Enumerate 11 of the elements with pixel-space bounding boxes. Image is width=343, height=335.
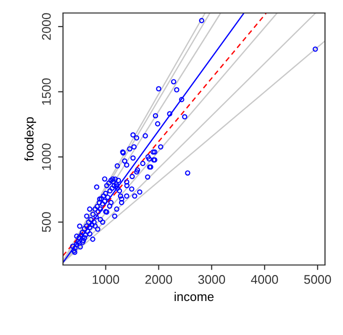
- y-tick-label: 500: [42, 212, 51, 232]
- y-axis-title: foodexp: [24, 117, 36, 162]
- x-tick-label: 2000: [145, 275, 172, 284]
- x-axis-title: income: [174, 292, 214, 302]
- y-tick-label: 1000: [42, 144, 51, 170]
- x-tick-label: 4000: [250, 275, 278, 284]
- x-tick-label: 1000: [92, 275, 120, 284]
- x-tick-label: 3000: [198, 275, 226, 284]
- y-tick-label: 1500: [42, 78, 51, 105]
- x-tick-label: 5000: [304, 275, 331, 284]
- y-tick-label: 2000: [42, 13, 51, 40]
